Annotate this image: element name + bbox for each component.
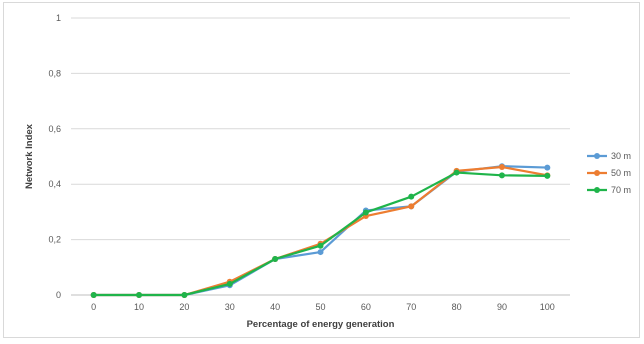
legend-label: 70 m [611,185,631,195]
legend-entry: 50 m [587,168,631,178]
y-tick-label: 0,6 [48,124,61,134]
gridlines [71,17,570,241]
data-point [226,280,233,287]
legend-label: 50 m [611,168,631,178]
tick-labels: 00,20,40,60,810 10 20 30 40 50 60 70 80 90 100 [48,13,554,312]
x-tick-label: 70 [406,302,416,312]
data-point [181,292,188,298]
legend-label: 30 m [611,151,631,161]
y-tick-label: 0 [56,290,61,300]
series-2 [90,169,551,298]
series-group [90,163,551,298]
data-point [362,209,369,216]
x-tick-label: 80 [452,302,462,312]
y-tick-label: 0,8 [48,68,61,78]
legend-marker [594,153,600,159]
line-chart: 00,20,40,60,810 10 20 30 40 50 60 70 80 90 100 Per… [24,13,631,330]
data-point [317,249,324,256]
x-tick-label: 100 [540,302,555,312]
x-tick-label: 50 [315,302,325,312]
x-tick-label: 20 [179,302,189,312]
data-point [317,242,324,249]
data-point [498,172,505,179]
data-point [408,193,415,200]
x-tick-label: 0 [91,302,96,312]
series-0 [90,163,551,298]
data-point [544,172,551,179]
x-tick-label: 10 [134,302,144,312]
legend-entry: 30 m [587,151,631,161]
x-tick-label: 90 [497,302,507,312]
series-line [93,165,548,297]
data-point [408,203,415,210]
chart-area: 0 0,2 0,4 0,6 0,8 1 0 10 20 30 40 50 60 70 80 90 100 Per… [3,2,640,338]
data-point [544,164,551,171]
data-point [90,292,97,298]
legend: 30 m 50 m 70 m [587,151,631,195]
data-point [453,169,460,176]
x-tick-label: 60 [361,302,371,312]
data-point [272,255,279,262]
y-tick-label: 0,2 [48,235,61,245]
series-line [93,165,548,297]
legend-marker [594,187,600,193]
y-tick-label: 1 [56,13,61,23]
data-point [136,292,143,298]
legend-marker [594,170,600,176]
x-tick-label: 40 [270,302,280,312]
legend-entry: 70 m [587,185,631,195]
data-point [498,164,505,171]
x-axis-title: Percentage of energy generation [247,319,395,330]
x-tick-label: 30 [225,302,235,312]
series-line [93,171,548,297]
y-axis-title: Network Index [24,123,35,189]
y-tick-label: 0,4 [48,179,61,189]
